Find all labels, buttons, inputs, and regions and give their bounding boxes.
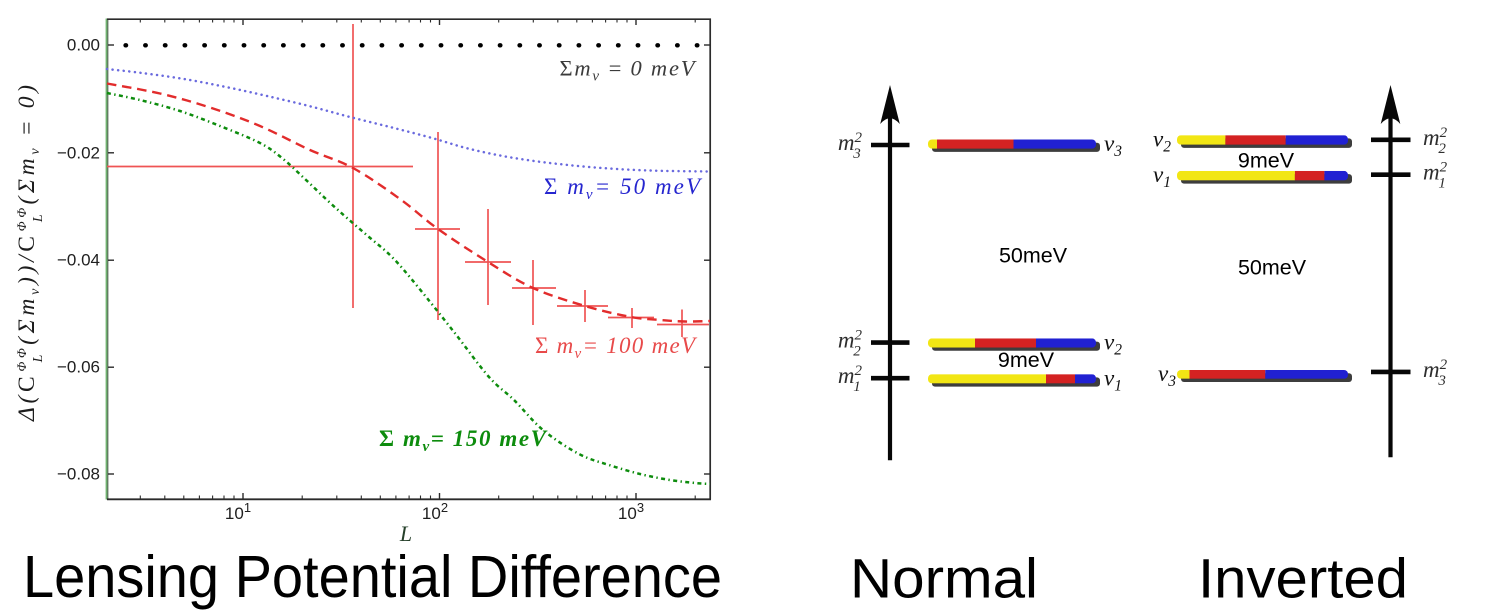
svg-text:Σmν = 0 meV: Σm ν = 0 meV [560, 56, 697, 85]
svg-text:Σ mν= 100 meV: Σ mν= 100 meV [535, 333, 698, 362]
svg-text:Normal: Normal [850, 547, 1038, 610]
svg-text:Σ mν= 50 meV: Σ m ν= 50 meV [544, 174, 703, 203]
svg-text:9meV: 9meV [998, 348, 1055, 372]
svg-text:50meV: 50meV [1238, 256, 1307, 280]
svg-text:0.00: 0.00 [67, 36, 100, 55]
svg-text:−0.06: −0.06 [57, 358, 100, 377]
svg-text:50meV: 50meV [999, 244, 1068, 268]
svg-text:L: L [399, 521, 412, 546]
svg-text:−0.04: −0.04 [57, 251, 100, 270]
svg-text:Inverted: Inverted [1198, 547, 1408, 610]
svg-text:9meV: 9meV [1238, 149, 1295, 173]
svg-text:Σ mν= 150 meV: Σ m ν= 150 meV [379, 426, 548, 455]
svg-text:−0.08: −0.08 [57, 465, 100, 484]
svg-text:−0.02: −0.02 [57, 143, 100, 162]
svg-text:Lensing Potential Difference: Lensing Potential Difference [23, 544, 722, 610]
